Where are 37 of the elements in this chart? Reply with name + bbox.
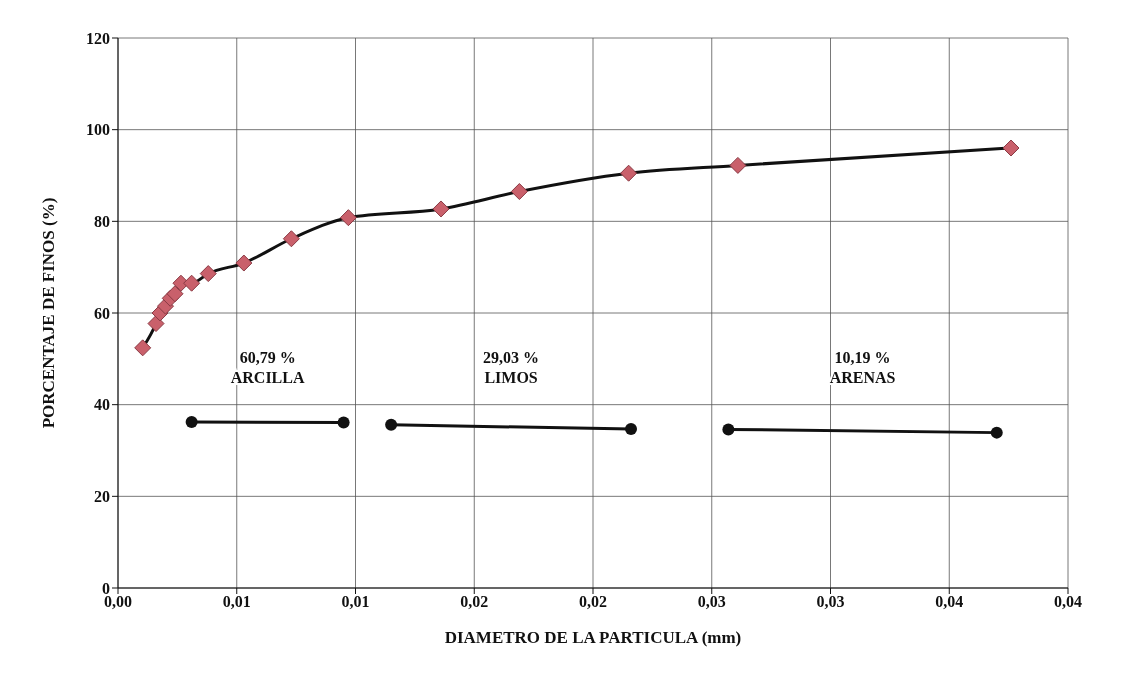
point	[199, 265, 217, 283]
y-tick-label: 60	[94, 304, 110, 322]
point	[432, 200, 450, 218]
x-tick-label: 0,04	[1054, 593, 1082, 611]
point	[385, 418, 398, 431]
point	[147, 315, 165, 333]
point	[134, 339, 152, 357]
y-tick-label: 20	[94, 488, 110, 506]
point	[282, 230, 300, 248]
point	[729, 156, 747, 174]
point	[183, 274, 201, 292]
x-tick-label: 0,04	[935, 593, 964, 611]
x-axis-title: DIAMETRO DE LA PARTICULA (mm)	[444, 628, 742, 647]
y-axis-title: PORCENTAJE DE FINOS (%)	[39, 197, 59, 429]
x-tick-label: 0,02	[460, 593, 489, 611]
y-tick-label: 100	[86, 121, 110, 139]
point	[337, 416, 350, 429]
annotation: 29,03 % LIMOS	[483, 348, 540, 386]
point	[166, 285, 184, 303]
x-tick-label: 0,01	[341, 593, 370, 611]
annotation: 60,79 % ARCILLA	[230, 348, 305, 386]
point	[1002, 139, 1020, 157]
x-tick-label: 0,01	[222, 593, 251, 611]
point	[990, 426, 1003, 439]
y-tick-label: 120	[86, 29, 110, 47]
point	[235, 254, 253, 272]
y-tick-label: 40	[94, 396, 110, 414]
point	[620, 164, 638, 182]
point	[625, 422, 637, 435]
point	[510, 183, 528, 201]
x-tick-label: 0,03	[816, 593, 845, 611]
point	[722, 423, 735, 436]
point	[339, 209, 357, 227]
point	[185, 416, 198, 429]
x-tick-label: 0,03	[697, 593, 726, 611]
x-tick-label: 0,02	[579, 593, 607, 611]
y-tick-label: 80	[94, 213, 110, 231]
